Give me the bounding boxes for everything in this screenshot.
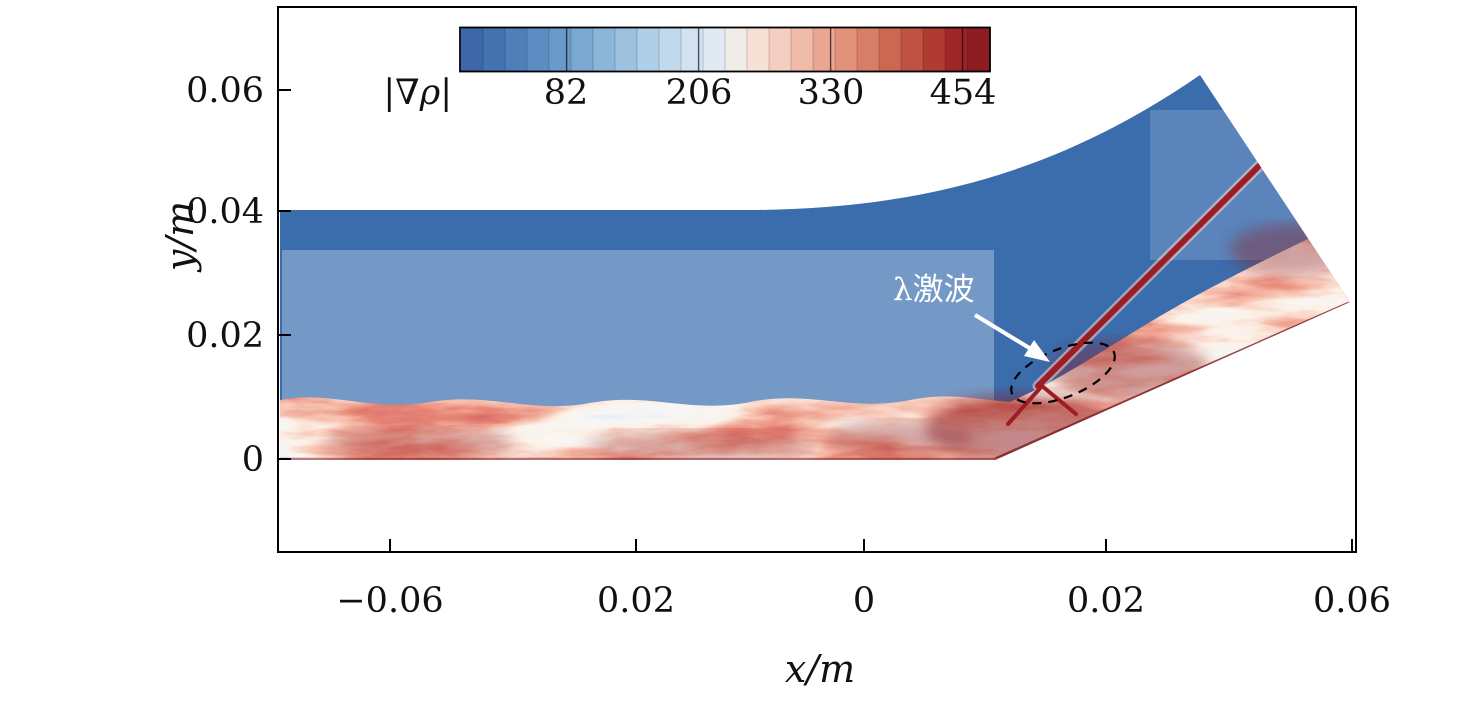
colorbar-cell: [483, 28, 506, 71]
annotation-label: λ激波: [893, 272, 975, 308]
colorbar-cell: [945, 28, 968, 71]
colorbar-cell: [637, 28, 660, 71]
x-tick-label: 0: [853, 581, 875, 621]
y-tick-label: 0.06: [186, 71, 264, 111]
colorbar-cell: [791, 28, 814, 71]
colorbar: |∇ρ| 82 206 330 454: [383, 26, 997, 113]
colorbar-border: [459, 26, 991, 73]
x-tick-label: −0.06: [336, 581, 443, 621]
y-axis-label: y/m: [158, 201, 202, 273]
y-tick-label: 0.04: [186, 192, 264, 232]
colorbar-cell: [505, 28, 528, 71]
colorbar-label: |∇ρ|: [383, 73, 452, 113]
colorbar-tick-label: 454: [930, 73, 997, 113]
dense-turbulence-patch: [1230, 224, 1350, 276]
x-axis-label: x/m: [785, 647, 855, 691]
colorbar-cell: [967, 28, 990, 71]
colorbar-cells: [461, 28, 990, 71]
plot-border: [277, 6, 1357, 553]
flow-field: [280, 75, 1350, 460]
wisps: [282, 250, 994, 420]
axis-ticks: [278, 89, 1353, 552]
colorbar-cell: [571, 28, 594, 71]
dense-turbulence-patch: [825, 421, 975, 455]
colorbar-tick-label: 330: [798, 73, 865, 113]
colorbar-tick-label: 82: [544, 73, 589, 113]
colorbar-cell: [725, 28, 748, 71]
dense-turbulence-patch: [325, 428, 515, 458]
colorbar-tick-label: 206: [666, 73, 733, 113]
annotation-arrow-head: [1024, 340, 1050, 362]
lambda-foot: [1006, 384, 1078, 426]
y-tick-label: 0: [242, 440, 264, 480]
colorbar-cell: [747, 28, 770, 71]
colorbar-cell: [879, 28, 902, 71]
colorbar-cell: [681, 28, 704, 71]
colorbar-cell: [549, 28, 572, 71]
colorbar-cell: [461, 28, 484, 71]
lambda-shock-annotation: λ激波: [893, 272, 1116, 405]
colorbar-cell: [857, 28, 880, 71]
x-tick-label: 0.06: [1313, 581, 1391, 621]
colorbar-cell: [901, 28, 924, 71]
colorbar-cell: [923, 28, 946, 71]
dense-turbulence-patch: [585, 431, 815, 460]
axis-tick-labels: 0.06 0.04 0.02 0 −0.06 0.02 0 0.02 0.06: [186, 71, 1391, 621]
colorbar-cell: [527, 28, 550, 71]
colorbar-cell: [615, 28, 638, 71]
colorbar-cell: [835, 28, 858, 71]
boundary-layer-band: [280, 226, 1350, 460]
dashed-ellipse: [1010, 341, 1116, 405]
colorbar-cell: [703, 28, 726, 71]
colorbar-cell: [593, 28, 616, 71]
colorbar-cell: [769, 28, 792, 71]
x-tick-label: 0.02: [597, 581, 675, 621]
colorbar-cell: [659, 28, 682, 71]
annotation-arrow-shaft: [973, 313, 1038, 354]
shock-line: [1035, 162, 1263, 389]
y-tick-label: 0.02: [186, 316, 264, 356]
colorbar-cell: [813, 28, 836, 71]
x-tick-label: 0.02: [1067, 581, 1145, 621]
